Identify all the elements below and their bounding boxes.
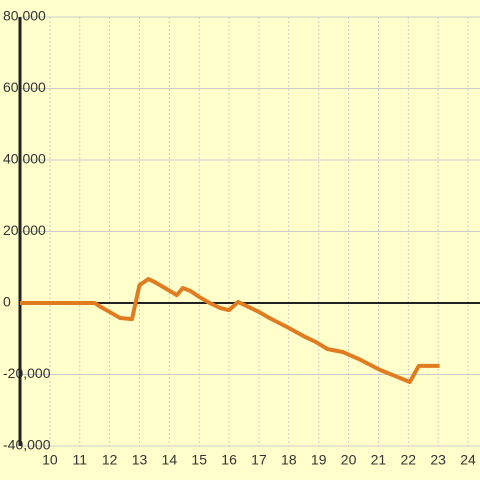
y-tick-label: -20,000 [3,365,51,381]
x-tick-label: 23 [430,452,446,468]
x-tick-label: 12 [102,452,118,468]
x-tick-label: 22 [401,452,417,468]
x-tick-label: 18 [281,452,297,468]
y-tick-label: -40,000 [3,437,51,453]
x-tick-label: 20 [341,452,357,468]
x-tick-label: 16 [221,452,237,468]
x-tick-label: 17 [251,452,267,468]
line [20,277,440,385]
x-tick-label: 24 [460,452,476,468]
x-tick-label: 15 [191,452,207,468]
x-tick-label: 10 [42,452,58,468]
x-tick-label: 11 [72,452,87,468]
x-tick-label: 13 [132,452,148,468]
x-tick-label: 14 [162,452,178,468]
y-tick-label: 20,000 [3,222,46,238]
y-tick-label: 40,000 [3,151,46,167]
y-tick-label: 60,000 [3,79,46,95]
x-tick-label: 21 [371,452,387,468]
y-tick-label: 0 [3,294,11,310]
y-tick-label: 80,000 [3,8,46,24]
x-tick-label: 19 [311,452,327,468]
